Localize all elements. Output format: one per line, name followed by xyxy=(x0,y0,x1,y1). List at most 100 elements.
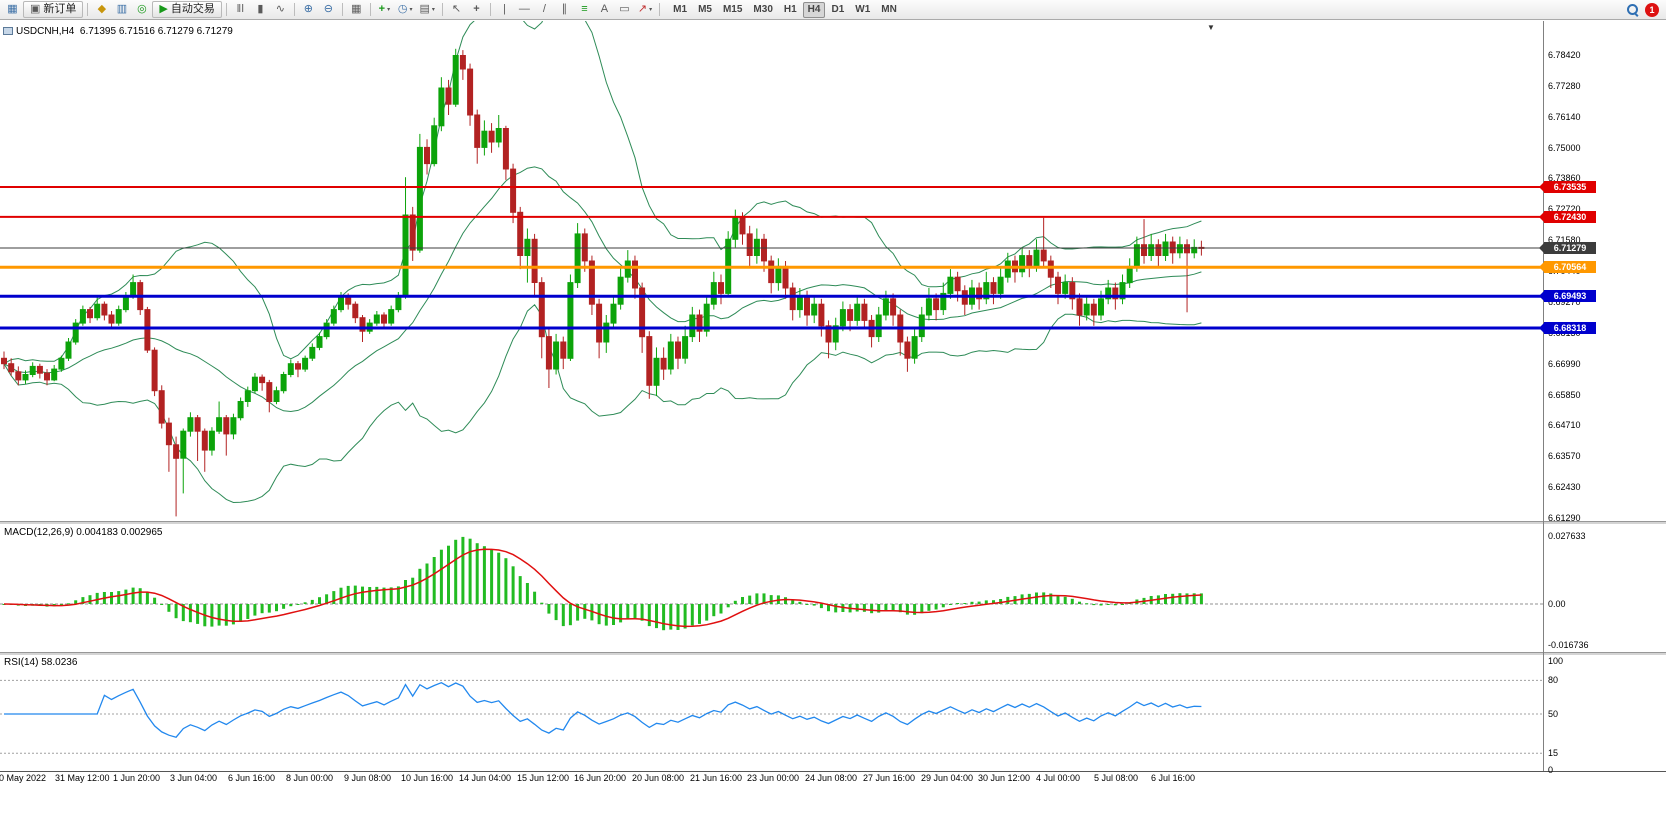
price-axis-label: 6.72720 xyxy=(1548,204,1581,214)
trendline-tool-icon[interactable]: / xyxy=(535,1,554,18)
timeframe-D1[interactable]: D1 xyxy=(826,2,849,18)
price-axis-label: 6.76140 xyxy=(1548,112,1581,122)
arrows-tool-button[interactable]: ↗ ▾ xyxy=(635,1,655,18)
chart-region: USDCNH,H4 6.71395 6.71516 6.71279 6.7127… xyxy=(0,21,1666,824)
chart-shift-marker-icon[interactable]: ▼ xyxy=(1207,23,1215,32)
templates-button[interactable]: ▤ ▾ xyxy=(417,1,438,18)
rsi-panel-canvas[interactable] xyxy=(0,655,1543,771)
time-axis-label: 16 Jun 20:00 xyxy=(574,773,627,783)
price-axis-label: 6.71580 xyxy=(1548,235,1581,245)
price-axis-separator xyxy=(1543,21,1544,771)
timeframe-M15[interactable]: M15 xyxy=(718,2,747,18)
data-window-icon[interactable]: ▥ xyxy=(112,1,131,18)
notification-badge[interactable]: 1 xyxy=(1645,2,1659,17)
candles xyxy=(1,48,1205,517)
tag-notch-icon xyxy=(1539,262,1544,272)
bollinger-band-line xyxy=(3,21,1202,365)
symbol-period-label: USDCNH,H4 xyxy=(16,26,75,37)
price-tag-6.71279: 6.71279 xyxy=(1539,242,1596,254)
macd-panel-canvas[interactable] xyxy=(0,524,1543,652)
time-axis-label: 15 Jun 12:00 xyxy=(517,773,570,783)
template-icon: ▤ xyxy=(419,3,430,15)
clock-icon: ◷ xyxy=(397,3,408,15)
price-tag-6.73535: 6.73535 xyxy=(1539,181,1596,193)
price-axis-label: 6.75000 xyxy=(1548,143,1581,153)
zoom-in-icon[interactable]: ⊕ xyxy=(299,1,318,18)
separator xyxy=(369,3,371,16)
main-toolbar: ▦ ▣ 新订单 ◆ ▥ ◎ ▶ 自动交易 ǁǀ ▮ ∿ ⊕ ⊖ ▦ + ▾ ◷ … xyxy=(0,0,1666,20)
chevron-down-icon: ▾ xyxy=(431,6,435,13)
label-tool-icon[interactable]: ▭ xyxy=(615,1,634,18)
timeframe-H4[interactable]: H4 xyxy=(802,1,826,18)
time-axis-label: 14 Jun 04:00 xyxy=(459,773,512,783)
search-icon[interactable] xyxy=(1626,3,1639,16)
timeframe-H1[interactable]: H1 xyxy=(779,2,802,18)
channel-tool-icon[interactable]: ∥ xyxy=(555,1,574,18)
play-icon: ▶ xyxy=(159,3,168,15)
indicators-button[interactable]: + ▾ xyxy=(375,1,394,18)
new-order-button[interactable]: ▣ 新订单 xyxy=(23,1,84,18)
time-axis-label: 23 Jun 00:00 xyxy=(747,773,800,783)
tag-notch-icon xyxy=(1539,243,1544,253)
add-indicator-icon: + xyxy=(378,3,386,15)
time-axis-label: 1 Jun 20:00 xyxy=(113,773,161,783)
chevron-down-icon: ▾ xyxy=(409,6,413,13)
line-chart-icon[interactable]: ∿ xyxy=(271,1,290,18)
market-watch-icon[interactable]: ◆ xyxy=(92,1,111,18)
separator xyxy=(87,3,89,16)
rsi-scale-label: 15 xyxy=(1548,748,1559,758)
macd-signal-line xyxy=(3,548,1202,628)
tag-notch-icon xyxy=(1539,291,1544,301)
timeframe-M1[interactable]: M1 xyxy=(668,2,692,18)
price-axis-label: 6.62430 xyxy=(1548,482,1581,492)
price-axis-label: 6.61290 xyxy=(1548,513,1581,523)
time-axis-label: 27 Jun 16:00 xyxy=(863,773,916,783)
price-chart-canvas[interactable] xyxy=(0,21,1543,522)
macd-histogram xyxy=(2,536,1203,631)
rsi-scale-label: 80 xyxy=(1548,675,1559,685)
macd-scale-label: 0.027633 xyxy=(1548,531,1586,541)
cursor-icon[interactable]: ↖ xyxy=(447,1,466,18)
time-axis-label: 5 Jul 08:00 xyxy=(1094,773,1139,783)
time-axis-label: 29 Jun 04:00 xyxy=(921,773,974,783)
bar-chart-icon[interactable]: ǁǀ xyxy=(231,1,250,18)
timeframe-MN[interactable]: MN xyxy=(876,2,902,18)
macd-scale-label: -0.016736 xyxy=(1548,640,1589,650)
timeframe-toolbar: M1 M5 M15 M30 H1 H4 D1 W1 MN xyxy=(668,1,902,18)
panel-splitter[interactable] xyxy=(0,652,1666,655)
time-axis-label: 9 Jun 08:00 xyxy=(344,773,392,783)
crosshair-icon[interactable]: + xyxy=(467,1,486,18)
macd-label: MACD(12,26,9) 0.004183 0.002965 xyxy=(4,527,163,538)
timeframe-M5[interactable]: M5 xyxy=(693,2,717,18)
time-axis-label: 4 Jul 00:00 xyxy=(1036,773,1081,783)
navigator-icon[interactable]: ◎ xyxy=(132,1,151,18)
panel-splitter[interactable] xyxy=(0,521,1666,524)
price-axis-label: 6.64710 xyxy=(1548,420,1581,430)
tag-notch-icon xyxy=(1539,323,1544,333)
auto-trading-button[interactable]: ▶ 自动交易 xyxy=(152,1,222,18)
time-axis-label: 20 Jun 08:00 xyxy=(632,773,685,783)
text-tool-icon[interactable]: A xyxy=(595,1,614,18)
price-tag-6.69493: 6.69493 xyxy=(1539,290,1596,302)
tile-windows-icon[interactable]: ▦ xyxy=(347,1,366,18)
horizontal-line-tool-icon[interactable]: — xyxy=(515,1,534,18)
zoom-out-icon[interactable]: ⊖ xyxy=(319,1,338,18)
tag-notch-icon xyxy=(1539,182,1544,192)
candlestick-chart-icon[interactable]: ▮ xyxy=(251,1,270,18)
time-axis-label: 31 May 12:00 xyxy=(55,773,110,783)
timeframe-W1[interactable]: W1 xyxy=(850,2,875,18)
price-axis-label: 6.77280 xyxy=(1548,81,1581,91)
time-axis-label: 30 May 2022 xyxy=(0,773,47,783)
separator xyxy=(293,3,295,16)
timeframe-M30[interactable]: M30 xyxy=(748,2,777,18)
fibonacci-tool-icon[interactable]: ≡ xyxy=(575,1,594,18)
chart-tab-icon xyxy=(3,27,13,35)
periods-button[interactable]: ◷ ▾ xyxy=(395,1,416,18)
separator xyxy=(341,3,343,16)
time-axis-line xyxy=(0,771,1666,772)
time-axis-label: 21 Jun 16:00 xyxy=(690,773,743,783)
vertical-line-tool-icon[interactable]: | xyxy=(495,1,514,18)
time-axis-label: 24 Jun 08:00 xyxy=(805,773,858,783)
rsi-scale-label: 50 xyxy=(1548,709,1559,719)
chart-window-icon[interactable]: ▦ xyxy=(3,1,22,18)
